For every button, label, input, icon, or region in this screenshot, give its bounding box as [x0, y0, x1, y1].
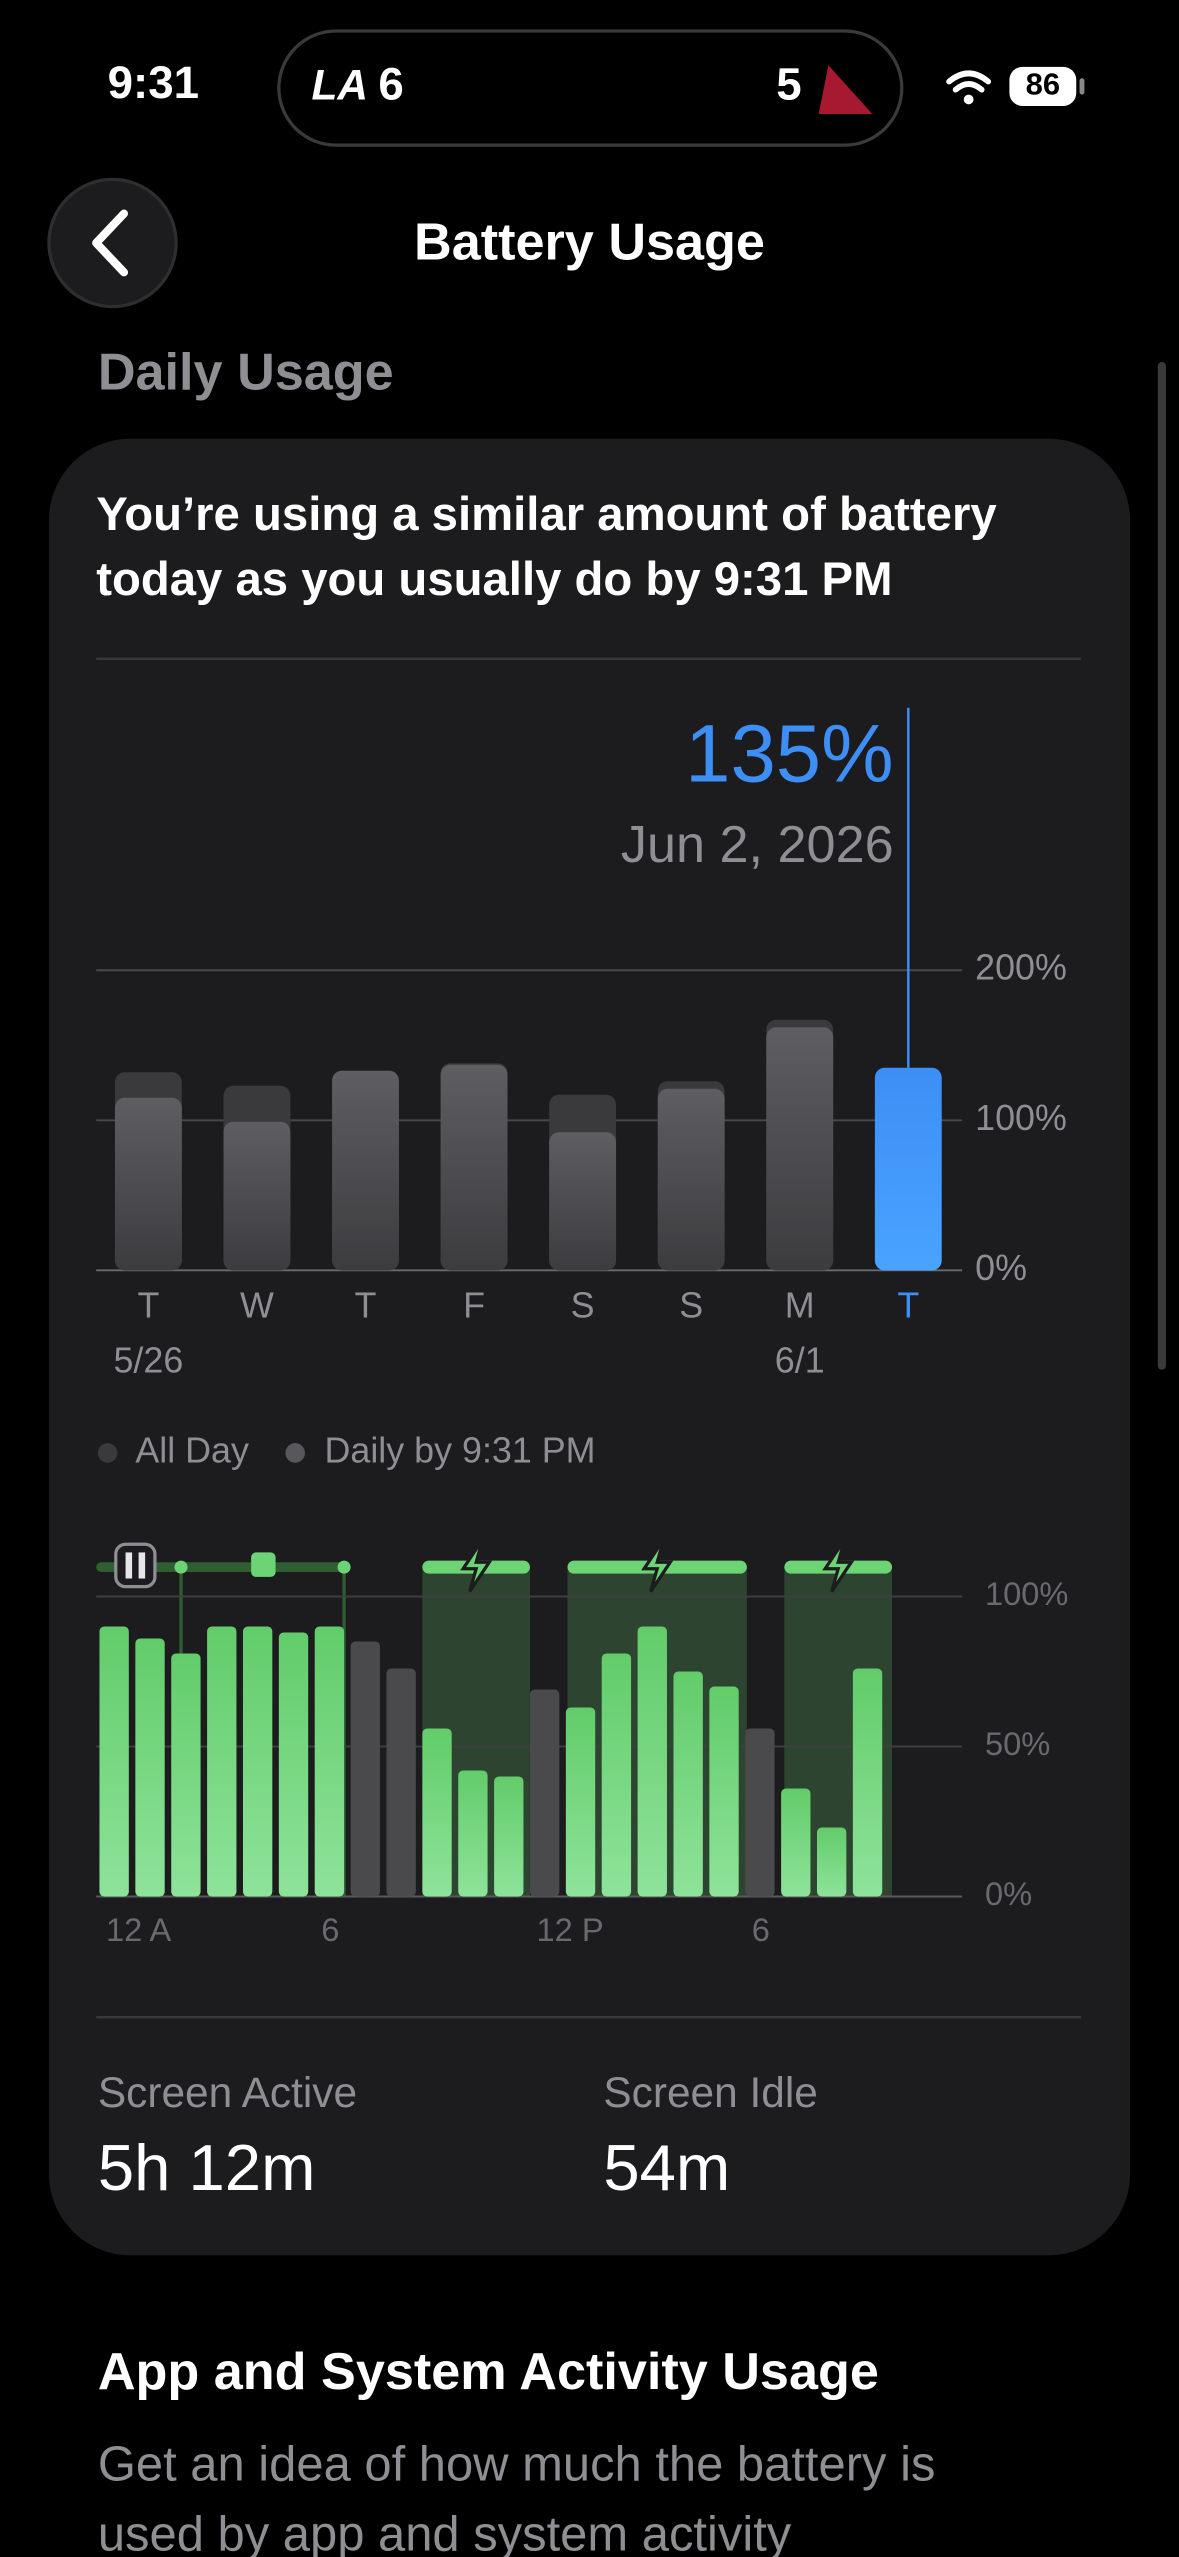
x-tick-label: S — [571, 1285, 595, 1325]
battery-icon — [1009, 66, 1077, 106]
legend-swatch — [97, 1443, 118, 1463]
low-power-bar — [96, 1562, 351, 1573]
bar — [874, 1067, 942, 1271]
x-tick-label: S — [679, 1285, 703, 1325]
pause-icon — [114, 1542, 157, 1589]
nav-title: Battery Usage — [414, 211, 765, 271]
bar — [350, 1641, 380, 1897]
activity-text: Get an idea of how much the battery is u… — [97, 2437, 936, 2557]
clock: 9:31 — [107, 57, 200, 108]
bar — [458, 1770, 488, 1897]
bar — [529, 1689, 560, 1897]
x-tick-label: W — [240, 1285, 274, 1325]
x-tick-label: T — [355, 1285, 377, 1325]
x-tick-label: 12 P — [537, 1911, 604, 1948]
charging-icon — [460, 1538, 493, 1593]
battery-tip — [1079, 78, 1085, 95]
battery-level: 86 — [1025, 68, 1061, 103]
score: 5 — [776, 58, 802, 110]
back-button[interactable] — [47, 177, 178, 309]
bar — [207, 1626, 237, 1897]
legend-label: All Day — [135, 1430, 249, 1470]
bar — [278, 1632, 309, 1897]
bar — [135, 1638, 165, 1897]
x-tick-label: T — [897, 1285, 919, 1325]
bar — [422, 1728, 452, 1897]
bar — [494, 1776, 524, 1897]
scrollbar — [1157, 362, 1166, 1370]
y-tick-label: 0% — [975, 1248, 1027, 1288]
bar — [549, 1132, 617, 1271]
bar — [314, 1626, 345, 1897]
x-tick-label: 6 — [752, 1911, 770, 1948]
y-tick-label: 100% — [985, 1575, 1068, 1612]
section-title: Daily Usage — [97, 342, 394, 402]
bar — [601, 1653, 632, 1897]
marker — [174, 1560, 188, 1574]
score: 6 — [378, 58, 404, 110]
pause-icon — [138, 1552, 146, 1579]
bar — [852, 1668, 883, 1897]
x-date-label: 6/1 — [775, 1341, 825, 1381]
pause-icon — [125, 1552, 133, 1579]
y-tick-label: 50% — [985, 1725, 1050, 1762]
bar — [114, 1097, 182, 1271]
legend-swatch — [285, 1443, 305, 1463]
x-tick-label: T — [137, 1285, 159, 1325]
x-tick-label: 6 — [321, 1911, 339, 1948]
bar — [709, 1686, 739, 1897]
bar — [99, 1626, 129, 1897]
legend-label: Daily by 9:31 PM — [325, 1430, 596, 1470]
bar — [673, 1671, 703, 1897]
x-tick-label: M — [785, 1285, 815, 1325]
bar — [816, 1827, 847, 1897]
bar — [766, 1027, 834, 1271]
team-abbr: LA — [311, 60, 369, 110]
bar — [745, 1728, 775, 1897]
x-tick-label: F — [463, 1285, 485, 1325]
x-date-label: 5/26 — [113, 1341, 183, 1381]
bar — [781, 1788, 811, 1897]
usage-message: You’re using a similar amount of battery… — [96, 489, 997, 607]
card — [48, 438, 1131, 2256]
marker — [251, 1552, 276, 1577]
y-tick-label: 0% — [985, 1875, 1032, 1912]
x-tick-label: 12 A — [106, 1911, 172, 1948]
bar — [637, 1626, 667, 1897]
selected-value: 135% — [685, 708, 894, 799]
charging-icon — [641, 1538, 674, 1593]
y-tick-label: 100% — [975, 1098, 1067, 1138]
selected-date: Jun 2, 2026 — [621, 816, 894, 874]
wifi-icon — [963, 94, 974, 105]
bar — [332, 1070, 399, 1271]
back-chevron — [92, 209, 129, 277]
wifi-icon — [946, 70, 992, 93]
team-logo — [818, 65, 873, 115]
marker — [337, 1560, 351, 1574]
dynamic-island — [277, 29, 904, 147]
activity-title: App and System Activity Usage — [97, 2341, 879, 2401]
y-tick-label: 200% — [975, 948, 1067, 988]
bar — [440, 1064, 508, 1271]
stat-label: Screen Idle — [603, 2067, 818, 2117]
bar — [565, 1707, 596, 1897]
stat-value: 54m — [603, 2132, 731, 2205]
bar — [657, 1088, 725, 1271]
bar — [386, 1668, 416, 1897]
bar — [223, 1121, 291, 1271]
bar — [242, 1626, 273, 1897]
stat-label: Screen Active — [97, 2067, 358, 2117]
charging-icon — [822, 1538, 855, 1593]
stat-value: 5h 12m — [97, 2132, 316, 2205]
bar — [171, 1653, 201, 1897]
